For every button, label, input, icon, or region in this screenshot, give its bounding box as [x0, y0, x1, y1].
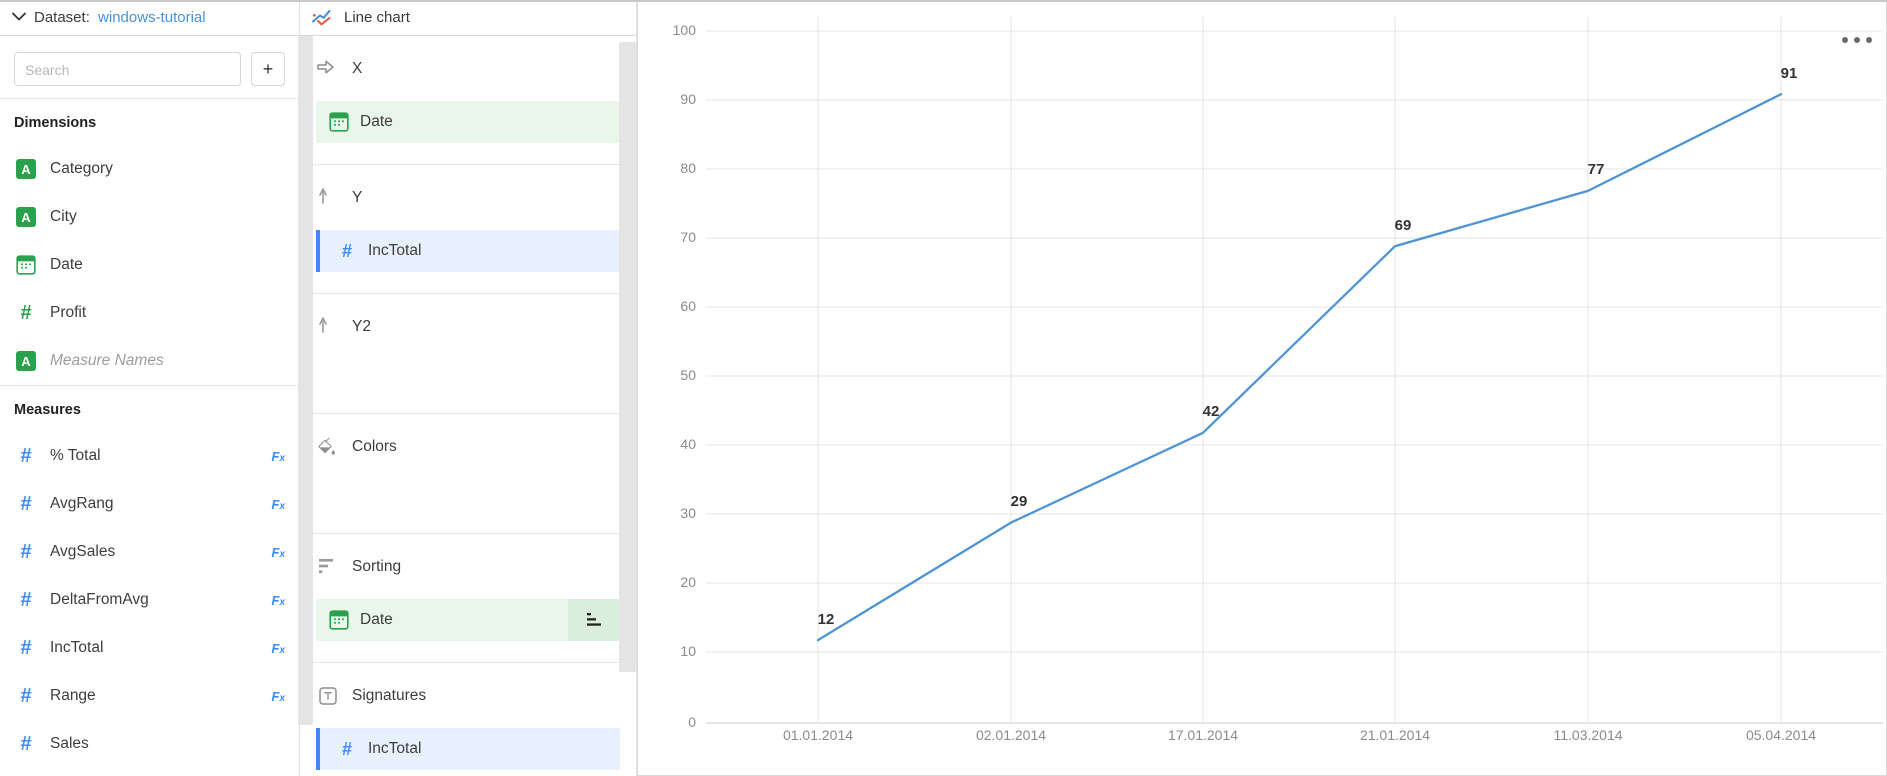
svg-text:21.01.2014: 21.01.2014 [1360, 727, 1430, 743]
svg-text:69: 69 [1395, 217, 1412, 234]
svg-text:77: 77 [1588, 161, 1605, 178]
svg-text:80: 80 [680, 160, 696, 176]
svg-text:30: 30 [680, 505, 696, 521]
svg-text:29: 29 [1011, 493, 1028, 510]
svg-text:70: 70 [680, 229, 696, 245]
svg-text:01.01.2014: 01.01.2014 [783, 727, 853, 743]
svg-text:60: 60 [680, 298, 696, 314]
svg-text:10: 10 [680, 643, 696, 659]
svg-text:11.03.2014: 11.03.2014 [1553, 727, 1622, 743]
svg-text:12: 12 [818, 611, 835, 628]
svg-text:42: 42 [1203, 403, 1220, 420]
svg-text:20: 20 [680, 574, 696, 590]
svg-text:17.01.2014: 17.01.2014 [1168, 727, 1238, 743]
svg-text:0: 0 [688, 714, 696, 730]
svg-text:05.04.2014: 05.04.2014 [1746, 727, 1816, 743]
svg-text:40: 40 [680, 436, 696, 452]
svg-text:91: 91 [1781, 65, 1798, 82]
svg-text:100: 100 [673, 22, 697, 38]
svg-text:50: 50 [680, 367, 696, 383]
svg-text:02.01.2014: 02.01.2014 [976, 727, 1046, 743]
svg-text:90: 90 [680, 91, 696, 107]
